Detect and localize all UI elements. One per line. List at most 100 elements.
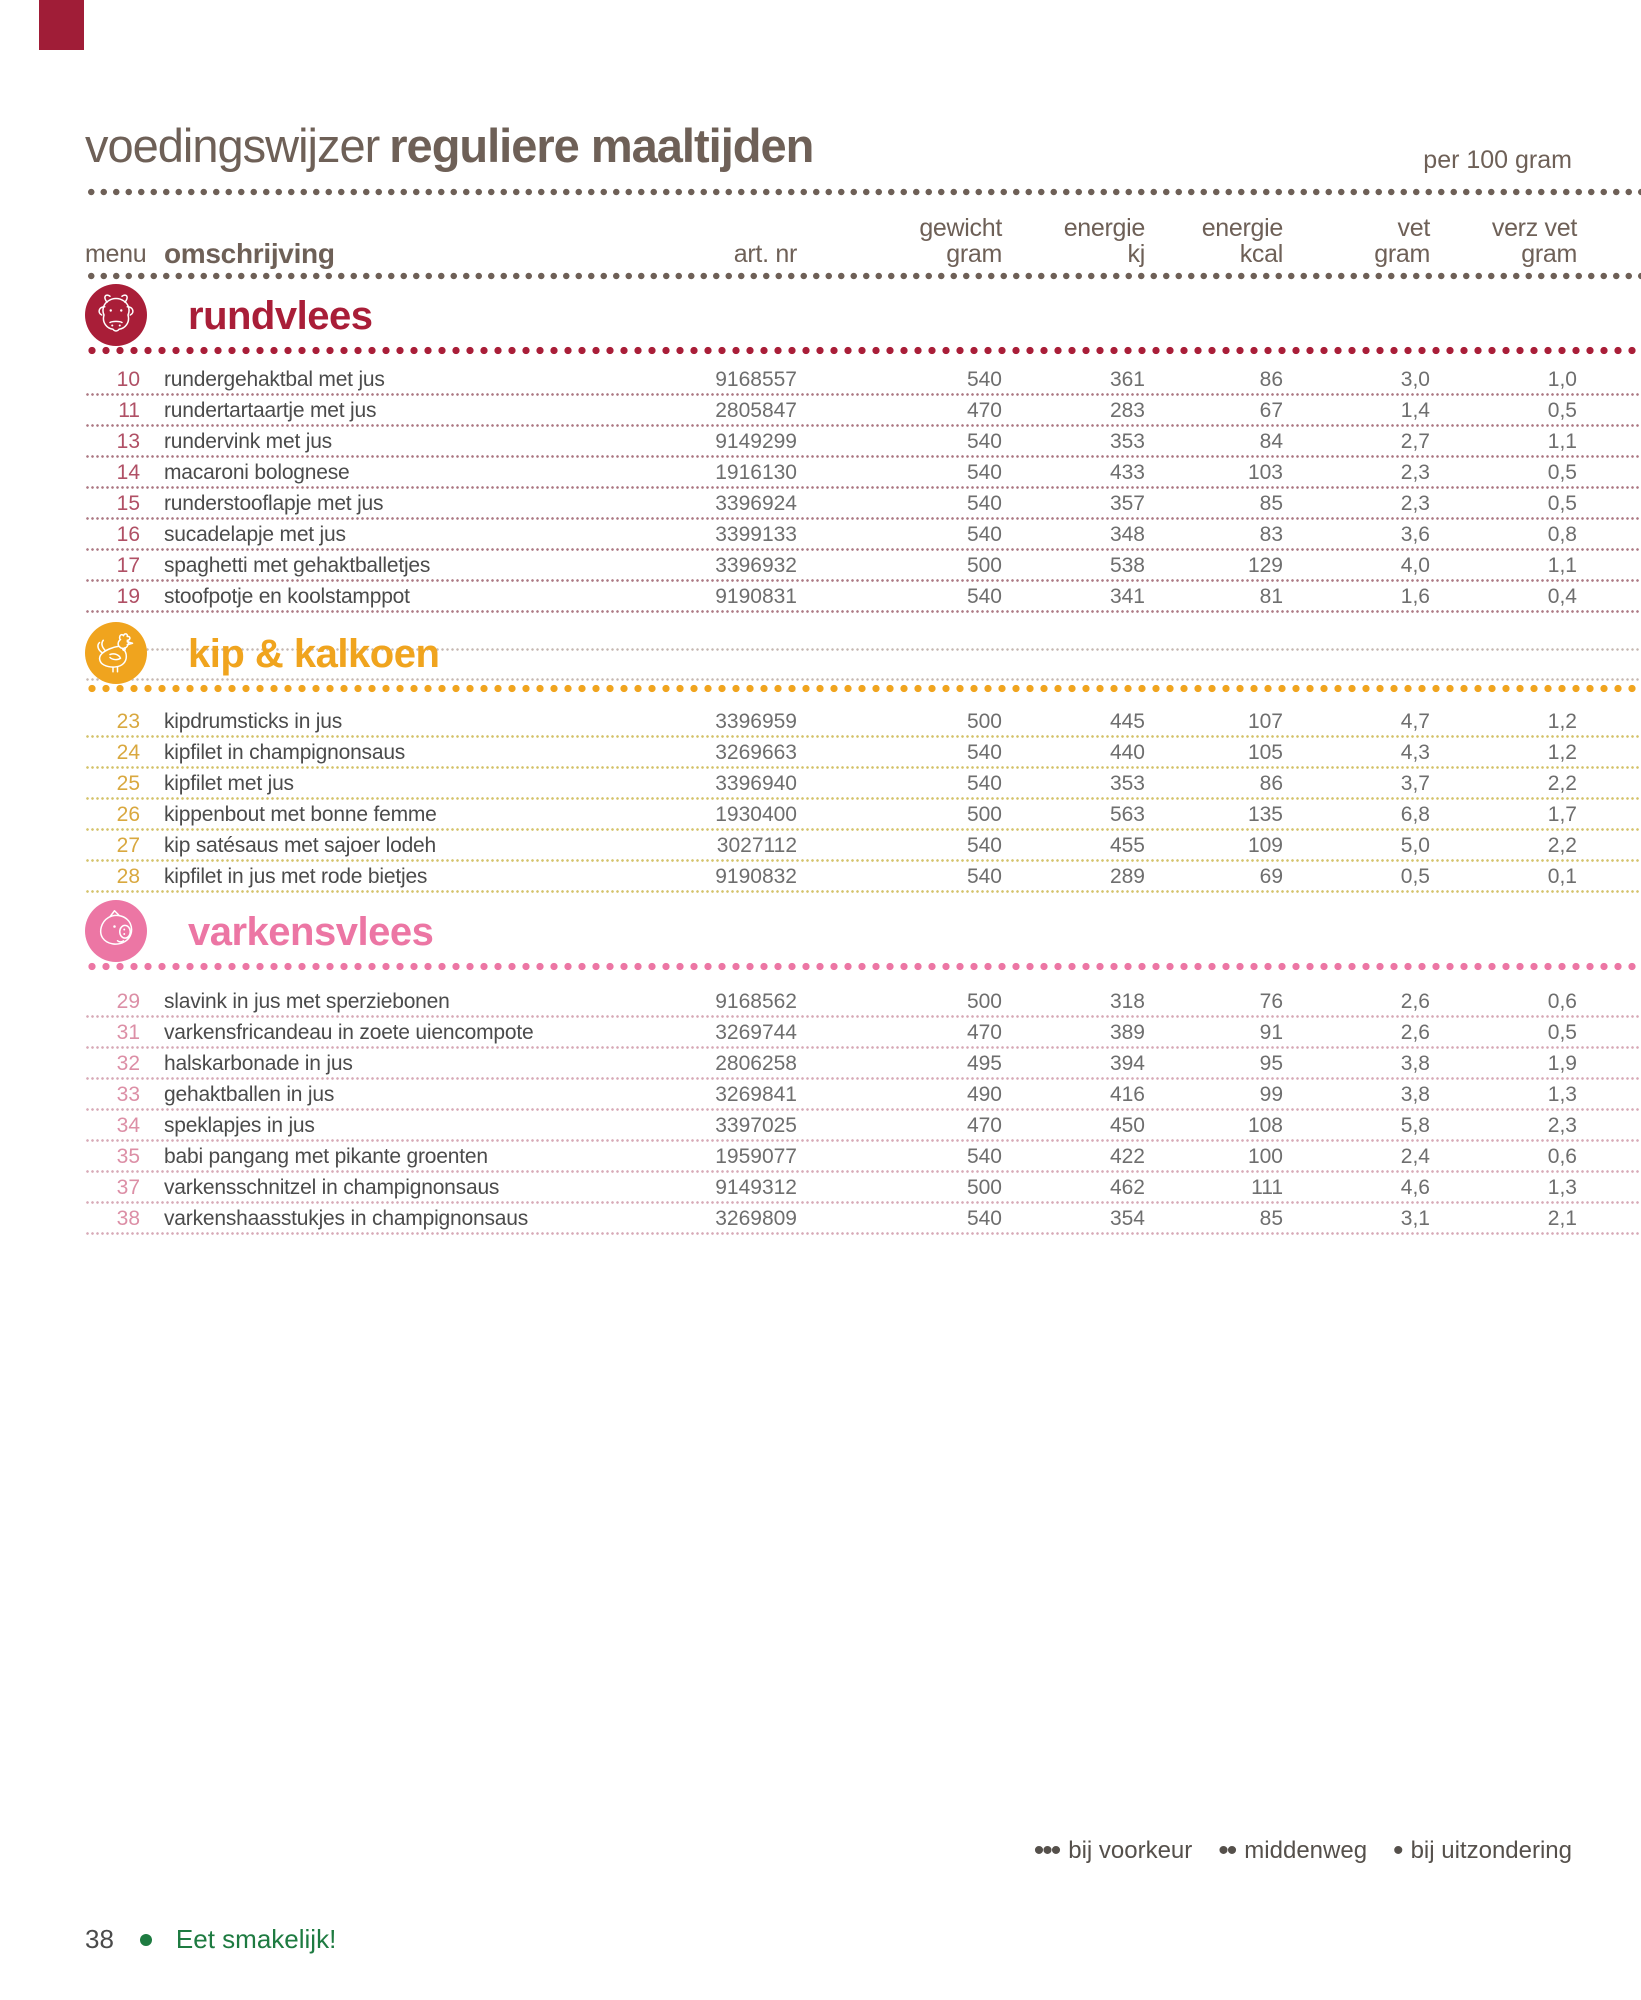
legend-dots-icon: • xyxy=(1393,1834,1403,1867)
vet-value: 6,8 xyxy=(1400,802,1430,826)
vet-value: 0,5 xyxy=(1400,864,1430,888)
menu-number: 38 xyxy=(116,1206,140,1230)
dish-description: gehaktballen in jus xyxy=(164,1082,335,1106)
table-row: 25 kipfilet met jus 3396940 540 353 86 3… xyxy=(85,768,1641,800)
verz-vet-value: 0,5 xyxy=(1547,491,1577,515)
art-number: 9149299 xyxy=(715,429,797,453)
energie-kcal-value: 76 xyxy=(1259,989,1283,1013)
menu-number: 31 xyxy=(116,1020,140,1044)
column-header-menu: menu xyxy=(85,240,147,268)
menu-number: 24 xyxy=(116,740,140,764)
column-header-energie-kj: energie kj xyxy=(1063,214,1146,268)
column-header-verz-vet: verz vet gram xyxy=(1491,214,1577,268)
gewicht-value: 500 xyxy=(966,709,1002,733)
column-header-gewicht: gewicht gram xyxy=(919,214,1002,268)
verz-vet-value: 1,0 xyxy=(1547,367,1577,391)
verz-vet-value: 1,9 xyxy=(1547,1051,1577,1075)
energie-kj-value: 455 xyxy=(1109,833,1145,857)
legend-item: • bij uitzondering xyxy=(1393,1836,1572,1866)
energie-kj-value: 394 xyxy=(1109,1051,1145,1075)
verz-vet-value: 0,5 xyxy=(1547,460,1577,484)
verz-vet-value: 0,5 xyxy=(1547,1020,1577,1044)
energie-kcal-value: 108 xyxy=(1247,1113,1283,1137)
energie-kcal-value: 69 xyxy=(1259,864,1283,888)
menu-number: 32 xyxy=(116,1051,140,1075)
table-row: 23 kipdrumsticks in jus 3396959 500 445 … xyxy=(85,706,1641,738)
section-divider-dots xyxy=(85,346,1641,355)
art-number: 2806258 xyxy=(715,1051,797,1075)
energie-kcal-value: 129 xyxy=(1247,553,1283,577)
page-title-bold: reguliere maaltijden xyxy=(389,119,814,172)
gewicht-value: 470 xyxy=(966,1020,1002,1044)
energie-kj-value: 433 xyxy=(1109,460,1145,484)
section-divider-dots xyxy=(85,684,1641,693)
menu-number: 35 xyxy=(116,1144,140,1168)
verz-vet-value: 2,1 xyxy=(1547,1206,1577,1230)
page-title: voedingswijzer reguliere maaltijden xyxy=(85,116,814,176)
cow-icon xyxy=(85,284,147,346)
page-footer: 38 Eet smakelijk! xyxy=(85,1924,336,1955)
legend: ••• bij voorkeur •• middenweg • bij uitzonder… xyxy=(1034,1836,1572,1866)
table-row: 33 gehaktballen in jus 3269841 490 416 9… xyxy=(85,1079,1641,1111)
art-number: 9168562 xyxy=(715,989,797,1013)
table-header-row: menu omschrijving art. nr gewicht gram e… xyxy=(85,205,1577,268)
art-number: 9168557 xyxy=(715,367,797,391)
menu-number: 19 xyxy=(116,584,140,608)
vet-value: 3,6 xyxy=(1400,522,1430,546)
art-number: 3269841 xyxy=(715,1082,797,1106)
gewicht-value: 540 xyxy=(966,864,1002,888)
table-row: 35 babi pangang met pikante groenten 195… xyxy=(85,1141,1641,1173)
menu-number: 16 xyxy=(116,522,140,546)
energie-kj-value: 341 xyxy=(1109,584,1145,608)
energie-kcal-value: 81 xyxy=(1259,584,1283,608)
vet-value: 2,4 xyxy=(1400,1144,1430,1168)
dish-description: runderstooflapje met jus xyxy=(164,491,384,515)
table-row: 28 kipfilet in jus met rode bietjes 9190… xyxy=(85,861,1641,893)
gewicht-value: 540 xyxy=(966,429,1002,453)
vet-value: 3,7 xyxy=(1400,771,1430,795)
energie-kcal-value: 67 xyxy=(1259,398,1283,422)
gewicht-value: 490 xyxy=(966,1082,1002,1106)
gewicht-value: 540 xyxy=(966,584,1002,608)
dish-description: rundervink met jus xyxy=(164,429,332,453)
verz-vet-value: 0,4 xyxy=(1547,584,1577,608)
art-number: 3396959 xyxy=(715,709,797,733)
gewicht-value: 540 xyxy=(966,1144,1002,1168)
energie-kj-value: 289 xyxy=(1109,864,1145,888)
dish-description: kipfilet in champignonsaus xyxy=(164,740,406,764)
menu-number: 29 xyxy=(116,989,140,1013)
vet-value: 5,8 xyxy=(1400,1113,1430,1137)
dish-description: kippenbout met bonne femme xyxy=(164,802,437,826)
gewicht-value: 500 xyxy=(966,802,1002,826)
green-dot-icon xyxy=(139,1933,152,1946)
art-number: 3269744 xyxy=(715,1020,797,1044)
vet-value: 3,0 xyxy=(1400,367,1430,391)
vet-value: 2,3 xyxy=(1400,460,1430,484)
legend-label: middenweg xyxy=(1244,1837,1368,1864)
energie-kcal-value: 85 xyxy=(1259,491,1283,515)
column-header-artnr: art. nr xyxy=(733,240,798,268)
energie-kj-value: 440 xyxy=(1109,740,1145,764)
dish-description: slavink in jus met sperziebonen xyxy=(164,989,450,1013)
verz-vet-value: 0,8 xyxy=(1547,522,1577,546)
dish-description: spaghetti met gehaktballetjes xyxy=(164,553,431,577)
art-number: 3396940 xyxy=(715,771,797,795)
energie-kj-value: 389 xyxy=(1109,1020,1145,1044)
energie-kcal-value: 100 xyxy=(1247,1144,1283,1168)
chicken-icon xyxy=(85,622,147,684)
gewicht-value: 540 xyxy=(966,740,1002,764)
verz-vet-value: 0,6 xyxy=(1547,989,1577,1013)
energie-kj-value: 361 xyxy=(1109,367,1145,391)
table-row: 37 varkensschnitzel in champignonsaus 91… xyxy=(85,1172,1641,1204)
art-number: 9149312 xyxy=(715,1175,797,1199)
table-row: 14 macaroni bolognese 1916130 540 433 10… xyxy=(85,457,1641,489)
verz-vet-value: 2,3 xyxy=(1547,1113,1577,1137)
vet-value: 3,1 xyxy=(1400,1206,1430,1230)
table-row: 32 halskarbonade in jus 2806258 495 394 … xyxy=(85,1048,1641,1080)
gewicht-value: 495 xyxy=(966,1051,1002,1075)
footer-slogan: Eet smakelijk! xyxy=(175,1924,337,1954)
menu-number: 14 xyxy=(116,460,140,484)
energie-kcal-value: 86 xyxy=(1259,367,1283,391)
section-rows: 10 rundergehaktbal met jus 9168557 540 3… xyxy=(85,364,1641,613)
table-row: 13 rundervink met jus 9149299 540 353 84… xyxy=(85,426,1641,458)
